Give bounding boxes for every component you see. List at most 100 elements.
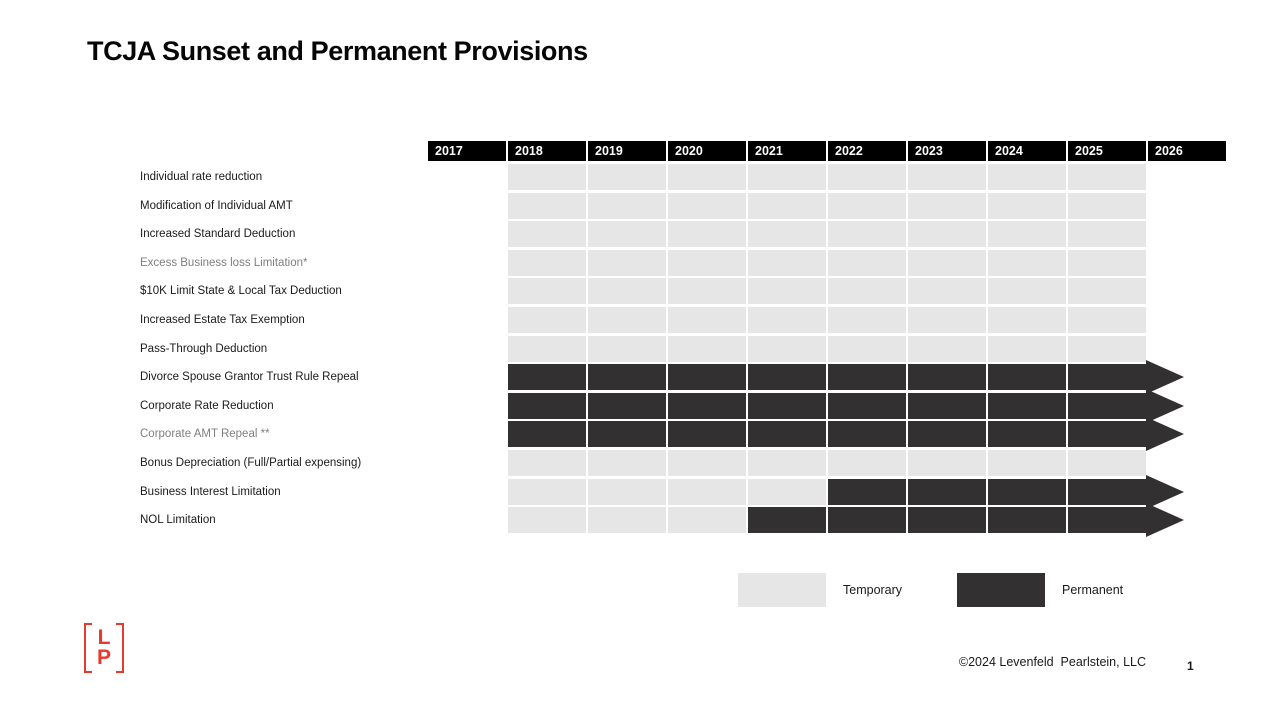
timeline-cell <box>908 221 986 248</box>
copyright-text: ©2024 Levenfeld Pearlstein, LLC <box>958 655 1146 669</box>
timeline-cell <box>588 392 666 419</box>
timeline-cell <box>1068 192 1146 219</box>
timeline-cell <box>668 392 746 419</box>
timeline-cell <box>748 507 826 534</box>
timeline-cell <box>508 307 586 333</box>
timeline-cell <box>1068 249 1146 276</box>
timeline-cell <box>668 164 746 190</box>
page-number: 1 <box>1187 659 1194 673</box>
timeline-cell <box>828 278 906 305</box>
row-label: Modification of Individual AMT <box>140 199 293 212</box>
page-title: TCJA Sunset and Permanent Provisions <box>87 36 588 66</box>
timeline-cell <box>668 307 746 333</box>
timeline-cell <box>588 507 666 534</box>
timeline-cell <box>1068 364 1146 391</box>
timeline-cell <box>748 335 826 362</box>
timeline-cell <box>828 164 906 190</box>
timeline-cell <box>1068 221 1146 248</box>
timeline-cell <box>988 307 1066 333</box>
timeline-cell <box>668 421 746 448</box>
timeline-cell <box>1068 307 1146 333</box>
year-header-cell: 2020 <box>668 141 746 161</box>
timeline-cell <box>508 164 586 190</box>
timeline-cell <box>988 164 1066 190</box>
logo-letter-l: L <box>97 626 111 649</box>
timeline-cell <box>588 335 666 362</box>
timeline-cell <box>908 164 986 190</box>
year-header-cell: 2017 <box>428 141 506 161</box>
year-header-cell: 2025 <box>1068 141 1146 161</box>
timeline-cell <box>588 192 666 219</box>
timeline-cell <box>1068 478 1146 505</box>
timeline-cell <box>828 392 906 419</box>
timeline-cell <box>1068 164 1146 190</box>
timeline-cell <box>828 221 906 248</box>
timeline-cell <box>908 192 986 219</box>
timeline-cell <box>508 192 586 219</box>
timeline-cell <box>988 392 1066 419</box>
row-label: Corporate Rate Reduction <box>140 399 274 412</box>
timeline-cell <box>988 221 1066 248</box>
timeline-cell <box>508 278 586 305</box>
timeline-cell <box>1068 392 1146 419</box>
timeline-cell <box>508 335 586 362</box>
timeline-cell <box>748 249 826 276</box>
timeline-cell <box>588 249 666 276</box>
legend-swatch-permanent <box>957 573 1045 607</box>
timeline-cell <box>908 364 986 391</box>
timeline-cell <box>748 192 826 219</box>
row-label: $10K Limit State & Local Tax Deduction <box>140 285 342 298</box>
permanent-arrow-icon <box>1146 417 1184 452</box>
legend-label-temporary: Temporary <box>843 583 903 597</box>
timeline-cell <box>1068 278 1146 305</box>
timeline-cell <box>588 307 666 333</box>
timeline-cell <box>588 364 666 391</box>
legend-item-temporary: Temporary <box>738 573 902 607</box>
timeline-cell <box>988 192 1066 219</box>
logo-letter-p: P <box>96 646 111 669</box>
timeline-cell <box>908 307 986 333</box>
timeline-cell <box>988 507 1066 534</box>
timeline-cell <box>988 249 1066 276</box>
row-label: Pass-Through Deduction <box>140 342 268 355</box>
timeline-cell <box>588 164 666 190</box>
timeline-cell <box>508 221 586 248</box>
row-label: Increased Standard Deduction <box>140 228 296 241</box>
timeline-cell <box>988 450 1066 476</box>
timeline-cell <box>908 421 986 448</box>
row-label: NOL Limitation <box>140 514 216 527</box>
timeline-cell <box>908 278 986 305</box>
logo-left-bracket-icon <box>84 623 92 673</box>
lp-logo: L P <box>84 622 124 674</box>
permanent-arrow-icon <box>1146 360 1184 395</box>
timeline-cell <box>828 421 906 448</box>
legend-item-permanent: Permanent <box>957 573 1123 607</box>
timeline-cell <box>508 450 586 476</box>
row-label: Business Interest Limitation <box>140 485 281 498</box>
timeline-cell <box>508 249 586 276</box>
timeline-cell <box>828 249 906 276</box>
timeline-cell <box>668 335 746 362</box>
timeline-cell <box>908 478 986 505</box>
legend-label-permanent: Permanent <box>1062 583 1124 597</box>
timeline-cell <box>588 278 666 305</box>
year-header-cell: 2024 <box>988 141 1066 161</box>
timeline-cell <box>508 392 586 419</box>
timeline-cell <box>508 364 586 391</box>
timeline-cell <box>828 507 906 534</box>
timeline-cell <box>748 164 826 190</box>
timeline-cell <box>908 450 986 476</box>
timeline-cell <box>828 192 906 219</box>
row-label: Increased Estate Tax Exemption <box>140 314 305 326</box>
timeline-cell <box>588 221 666 248</box>
timeline-cell <box>668 221 746 248</box>
timeline-cell <box>988 421 1066 448</box>
timeline-cell <box>748 221 826 248</box>
timeline-cell <box>748 392 826 419</box>
timeline-cell <box>908 335 986 362</box>
timeline-cell <box>828 307 906 333</box>
permanent-arrow-icon <box>1146 388 1184 423</box>
timeline-cell <box>508 421 586 448</box>
timeline-cell <box>748 364 826 391</box>
year-header-cell: 2018 <box>508 141 586 161</box>
